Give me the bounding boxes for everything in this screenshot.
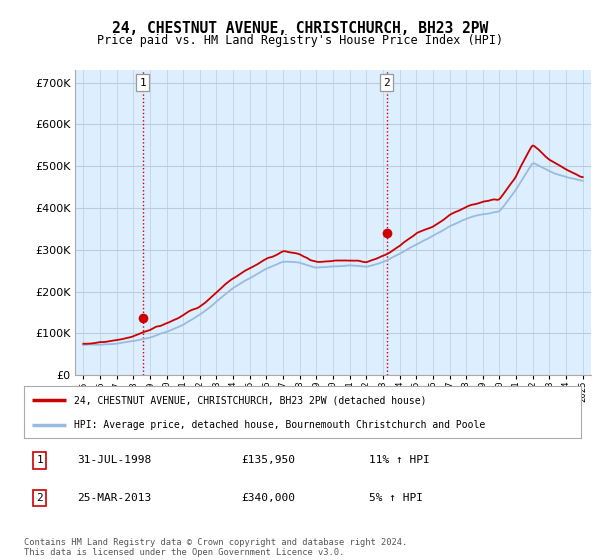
Text: £135,950: £135,950 bbox=[241, 455, 295, 465]
Text: Price paid vs. HM Land Registry's House Price Index (HPI): Price paid vs. HM Land Registry's House … bbox=[97, 34, 503, 46]
Text: 11% ↑ HPI: 11% ↑ HPI bbox=[369, 455, 430, 465]
Text: £340,000: £340,000 bbox=[241, 493, 295, 503]
Text: 1: 1 bbox=[140, 77, 146, 87]
Text: 1: 1 bbox=[36, 455, 43, 465]
Text: 31-JUL-1998: 31-JUL-1998 bbox=[77, 455, 151, 465]
Text: 5% ↑ HPI: 5% ↑ HPI bbox=[369, 493, 423, 503]
Text: Contains HM Land Registry data © Crown copyright and database right 2024.
This d: Contains HM Land Registry data © Crown c… bbox=[24, 538, 407, 557]
Text: 2: 2 bbox=[36, 493, 43, 503]
Text: 24, CHESTNUT AVENUE, CHRISTCHURCH, BH23 2PW: 24, CHESTNUT AVENUE, CHRISTCHURCH, BH23 … bbox=[112, 21, 488, 36]
Text: 24, CHESTNUT AVENUE, CHRISTCHURCH, BH23 2PW (detached house): 24, CHESTNUT AVENUE, CHRISTCHURCH, BH23 … bbox=[74, 395, 427, 405]
Text: HPI: Average price, detached house, Bournemouth Christchurch and Poole: HPI: Average price, detached house, Bour… bbox=[74, 420, 485, 430]
Text: 25-MAR-2013: 25-MAR-2013 bbox=[77, 493, 151, 503]
Text: 2: 2 bbox=[383, 77, 390, 87]
